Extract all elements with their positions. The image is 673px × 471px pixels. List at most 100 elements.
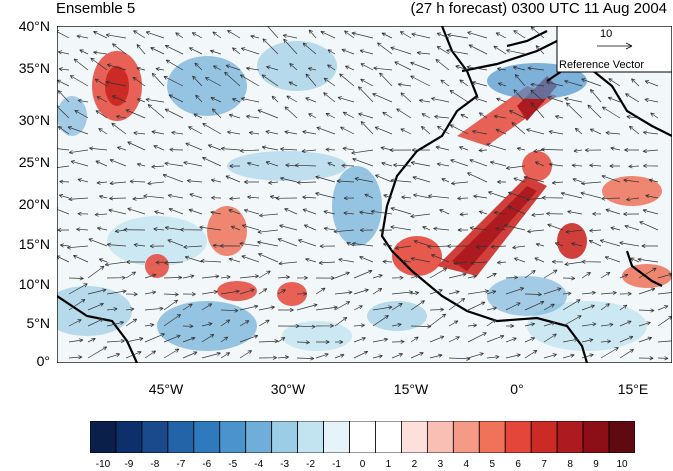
wind-vector — [393, 163, 412, 168]
wind-vector — [346, 242, 355, 247]
wind-vector — [76, 227, 89, 232]
wind-vector — [574, 127, 583, 135]
wind-vector — [619, 348, 634, 359]
wind-vector — [258, 253, 279, 263]
wind-vector — [551, 180, 564, 185]
wind-vector — [239, 74, 260, 87]
wind-vector — [375, 174, 393, 183]
wind-vector — [547, 96, 564, 103]
wind-vector — [73, 254, 89, 263]
wind-vector — [262, 38, 279, 55]
wind-vector — [125, 271, 136, 279]
wind-vector — [628, 125, 640, 135]
wind-vector — [320, 30, 336, 39]
wind-vector — [164, 108, 184, 119]
wind-vector — [67, 245, 89, 250]
colorbar-swatch — [349, 421, 376, 453]
wind-vector — [471, 80, 488, 87]
wind-vector — [162, 173, 184, 183]
colorbar-label: 7 — [541, 459, 547, 470]
wind-vector — [372, 305, 393, 311]
wind-vector — [167, 239, 184, 247]
lat-tick-25n: 25°N — [18, 154, 50, 170]
wind-vector — [334, 271, 350, 279]
colorbar-swatch — [608, 421, 635, 453]
wind-vector — [623, 178, 640, 183]
wind-vector — [410, 274, 419, 279]
wind-vector — [548, 162, 564, 167]
wind-vector — [165, 59, 184, 71]
wind-vector — [115, 114, 127, 119]
wind-vector — [94, 212, 108, 217]
wind-vector — [505, 323, 515, 329]
wind-vector — [657, 356, 669, 361]
wind-vector — [410, 300, 425, 311]
wind-vector — [571, 163, 583, 168]
wind-vector — [147, 181, 165, 186]
wind-vector — [339, 73, 355, 87]
colorbar-label: 2 — [411, 459, 418, 470]
wind-vector — [460, 114, 469, 119]
wind-vector — [68, 298, 86, 311]
wind-vector — [250, 34, 260, 39]
wind-vector — [391, 275, 404, 280]
wind-vector — [451, 181, 469, 186]
wind-vector — [372, 93, 393, 103]
wind-vector — [189, 47, 203, 55]
wind-vector — [133, 242, 146, 248]
wind-vector — [600, 339, 611, 344]
wind-vector — [319, 244, 336, 249]
wind-vector — [564, 97, 583, 103]
wind-vector — [475, 244, 488, 249]
wind-vector — [605, 130, 621, 135]
wind-vector — [244, 179, 259, 185]
wind-vector — [581, 304, 595, 311]
wind-vector — [136, 162, 146, 167]
wind-vector — [478, 112, 488, 119]
wind-vector — [543, 287, 562, 295]
wind-vector — [225, 64, 241, 71]
wind-vector — [164, 225, 184, 231]
wind-vector — [201, 351, 221, 359]
wind-vector — [239, 274, 259, 279]
wind-vector — [429, 335, 445, 343]
wind-vector — [201, 303, 213, 311]
wind-vector — [154, 210, 165, 215]
wind-vector — [512, 245, 526, 250]
wind-vector — [229, 196, 241, 201]
wind-vector — [225, 175, 241, 183]
colorbar-swatch — [401, 421, 428, 453]
wind-vector — [551, 259, 564, 264]
wind-vector — [96, 96, 108, 103]
wind-vector — [619, 335, 634, 343]
wind-vector — [232, 47, 241, 55]
wind-vector — [227, 130, 241, 135]
wind-vector — [433, 226, 450, 231]
wind-vector — [543, 321, 556, 327]
wind-vector — [73, 58, 89, 71]
wind-vector — [436, 32, 450, 39]
wind-vector — [125, 351, 142, 359]
wind-vector — [504, 223, 526, 231]
lat-tick-40n: 40°N — [18, 18, 50, 34]
wind-vector — [296, 180, 317, 185]
wind-vector — [168, 207, 184, 215]
wind-vector — [467, 323, 477, 328]
wind-vector — [302, 130, 317, 135]
wind-vector — [486, 354, 500, 360]
wind-vector — [429, 289, 443, 295]
wind-vector — [505, 275, 519, 280]
wind-vector — [315, 287, 326, 295]
colorbar-swatch — [478, 421, 506, 453]
wind-vector — [200, 258, 222, 264]
wind-vector — [268, 180, 279, 185]
wind-vector — [199, 225, 222, 231]
wind-vector — [410, 75, 431, 87]
wind-vector — [277, 337, 286, 343]
wind-vector — [133, 30, 146, 39]
wind-vector — [183, 244, 203, 250]
wind-vector — [188, 126, 203, 135]
wind-vector — [98, 258, 108, 263]
wind-vector — [334, 301, 351, 311]
wind-vector — [431, 96, 450, 103]
